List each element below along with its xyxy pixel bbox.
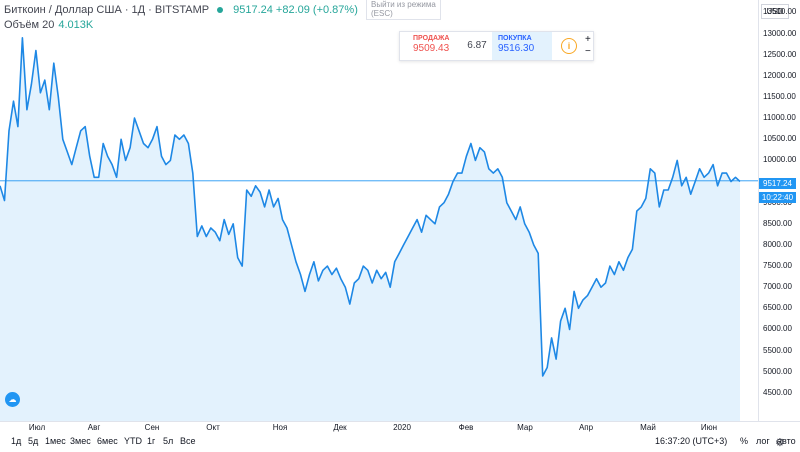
x-tick-label: Фев [458, 423, 474, 432]
x-tick-label: Окт [206, 423, 220, 432]
x-tick-label: Сен [144, 423, 160, 432]
x-tick-label: Июл [28, 423, 46, 432]
time-axis-divider [0, 421, 800, 422]
x-tick-label: Мар [517, 423, 533, 432]
currency-button[interactable]: USD [761, 4, 789, 19]
plus-icon[interactable]: + [585, 34, 591, 45]
y-tick-label: 11000.00 [763, 113, 796, 123]
y-tick-label: 6500.00 [763, 303, 792, 313]
qty-stepper[interactable]: + − [585, 32, 591, 60]
countdown-tag: 10:22:40 [759, 192, 796, 203]
y-tick-label: 12000.00 [763, 70, 797, 80]
exit-fullscreen-hint[interactable]: Выйти из режима (ESC) [366, 0, 441, 20]
info-icon[interactable]: i [561, 38, 577, 54]
percent-toggle[interactable]: % [740, 436, 749, 446]
exit-hint-line2: (ESC) [371, 9, 393, 18]
exit-hint-line1: Выйти из режима [371, 0, 436, 9]
x-tick-label: Июн [700, 423, 718, 432]
gear-icon[interactable]: ⚙ [775, 437, 785, 449]
symbol-header: Биткоин / Доллар США · 1Д · BITSTAMP 9517… [4, 4, 358, 16]
x-tick-label: Апр [578, 423, 594, 432]
range-1m[interactable]: 1мес [45, 436, 66, 446]
range-1y[interactable]: 1г [147, 436, 156, 446]
y-tick-label: 4500.00 [763, 387, 792, 397]
x-tick-label: Дек [333, 423, 347, 432]
range-ytd[interactable]: YTD [124, 436, 142, 446]
range-3m[interactable]: 3мес [70, 436, 91, 446]
y-tick-label: 5500.00 [763, 345, 792, 355]
price-area-fill [0, 37, 740, 422]
buy-button[interactable]: ПОКУПКА 9516.30 [492, 32, 552, 60]
y-tick-label: 12500.00 [763, 49, 797, 59]
minus-icon[interactable]: − [585, 46, 591, 57]
symbol-title: Биткоин / Доллар США · 1Д · BITSTAMP [4, 4, 210, 16]
sell-button[interactable]: ПРОДАЖА 9509.43 [400, 32, 462, 60]
last-price-tag: 9517.24 [759, 178, 796, 189]
range-5y[interactable]: 5л [163, 436, 174, 446]
bottom-toolbar: 1д 5д 1мес 3мес 6мес YTD 1г 5л Все 16:37… [0, 431, 800, 452]
range-6m[interactable]: 6мес [97, 436, 118, 446]
buy-price: 9516.30 [498, 43, 535, 54]
clock[interactable]: 16:37:20 (UTC+3) [655, 436, 728, 446]
range-all[interactable]: Все [180, 436, 196, 446]
price-series-line [0, 37, 741, 377]
spread-value: 6.87 [467, 40, 487, 51]
y-tick-label: 10000.00 [763, 155, 797, 165]
y-tick-label: 8000.00 [763, 239, 792, 249]
auto-toggle[interactable]: авто [777, 436, 796, 446]
live-dot-icon [217, 7, 224, 14]
tradingview-logo-icon[interactable]: ☁ [5, 392, 20, 407]
y-tick-label: 8500.00 [763, 218, 792, 228]
y-tick-label: 10500.00 [763, 134, 797, 144]
range-5d[interactable]: 5д [28, 436, 39, 446]
y-tick-label: 13500.00 [763, 7, 797, 17]
price-change: 9517.24 +82.09 (+0.87%) [233, 4, 358, 16]
price-axis-divider [758, 0, 759, 421]
volume-legend: Объём 20 4.013K [4, 19, 93, 31]
y-tick-label: 7000.00 [763, 282, 792, 292]
sell-label: ПРОДАЖА [413, 35, 450, 42]
trade-panel: ПРОДАЖА 9509.43 6.87 ПОКУПКА 9516.30 i +… [399, 31, 594, 61]
volume-value: 4.013K [58, 19, 94, 31]
y-tick-label: 7500.00 [763, 261, 792, 271]
range-1d[interactable]: 1д [11, 436, 22, 446]
x-tick-label: 2020 [393, 423, 411, 432]
y-tick-label: 5000.00 [763, 366, 792, 376]
sell-price: 9509.43 [413, 43, 450, 54]
log-toggle[interactable]: лог [756, 436, 770, 446]
x-tick-label: Ноя [272, 423, 288, 432]
y-tick-label: 13000.00 [763, 28, 797, 38]
y-tick-label: 11500.00 [763, 91, 796, 101]
x-tick-label: Авг [87, 423, 101, 432]
y-tick-label: 6000.00 [763, 324, 792, 334]
x-tick-label: Май [640, 423, 656, 432]
volume-label: Объём 20 [4, 19, 55, 31]
buy-label: ПОКУПКА [498, 35, 532, 42]
